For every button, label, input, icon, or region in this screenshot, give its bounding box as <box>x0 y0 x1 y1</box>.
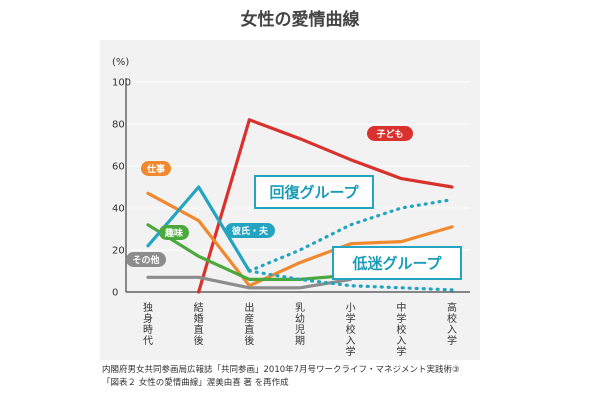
label-2: 趣味 <box>159 225 189 240</box>
label-text: 仕事 <box>146 163 165 175</box>
x-tick-char: 時 <box>143 324 153 336</box>
y-tick-label: 40 <box>112 204 125 215</box>
source-note-line-1: 内閣府男女共同参画局広報誌「共同参画」2010年7月号ワークライフ・マネジメント… <box>102 364 460 375</box>
x-tick-char: 乳 <box>295 301 305 314</box>
x-tick-char: 代 <box>143 335 153 347</box>
y-tick-label: 20 <box>112 246 125 257</box>
series-line-1 <box>146 191 454 288</box>
x-tick-char: 直 <box>244 323 254 336</box>
label-5: 回復グループ <box>254 175 374 209</box>
x-tick-char: 出 <box>244 301 254 314</box>
label-text: 彼氏・夫 <box>232 225 269 237</box>
x-tick-char: 産 <box>244 312 254 325</box>
x-tick-char: 学 <box>396 345 406 358</box>
x-tick-char: 学 <box>346 312 356 325</box>
x-tick-char: 結 <box>194 301 204 314</box>
x-tick-char: 入 <box>447 325 457 336</box>
x-tick-char: 入 <box>346 336 356 347</box>
label-text: 子ども <box>376 128 403 140</box>
y-tick-label: 0 <box>112 288 118 299</box>
x-tick-char: 婚 <box>194 312 204 325</box>
x-tick-char: 高 <box>447 301 457 314</box>
label-0: 子ども <box>367 126 413 141</box>
label-box <box>332 246 462 280</box>
label-text: 回復グループ <box>269 184 359 202</box>
label-pill <box>159 225 189 240</box>
label-box <box>254 175 374 209</box>
x-tick-char: 児 <box>295 324 305 336</box>
chart-title: 女性の愛情曲線 <box>241 9 360 30</box>
series-line-3 <box>146 275 353 290</box>
series-line-0 <box>197 118 454 294</box>
y-unit-label: (%) <box>112 57 129 68</box>
x-tick-char: 幼 <box>295 312 305 325</box>
label-6: 低迷グループ <box>332 246 462 280</box>
x-tick-char: 校 <box>447 312 457 325</box>
x-tick-char: 中 <box>396 301 406 314</box>
x-tick-char: 独 <box>143 301 153 314</box>
label-pill <box>141 161 171 176</box>
x-tick-char: 後 <box>244 334 254 347</box>
series-line-5 <box>247 198 454 273</box>
x-tick-char: 期 <box>295 335 305 347</box>
label-1: 仕事 <box>141 161 171 176</box>
label-4: 彼氏・夫 <box>225 223 275 238</box>
label-pill <box>126 252 166 267</box>
y-tick-label: 60 <box>112 162 125 173</box>
x-tick-char: 学 <box>396 312 406 325</box>
label-text: 趣味 <box>164 227 183 239</box>
x-tick-char: 校 <box>346 323 356 336</box>
label-pill <box>367 126 413 141</box>
x-tick-char: 直 <box>194 323 204 336</box>
y-tick-label: 80 <box>112 120 125 131</box>
x-tick-char: 身 <box>143 312 153 325</box>
series-lines <box>146 118 454 294</box>
x-tick-char: 学 <box>346 345 356 358</box>
series-line-2 <box>146 223 353 281</box>
label-pill <box>225 223 275 238</box>
label-3: その他 <box>126 252 166 267</box>
x-tick-char: 校 <box>396 323 406 336</box>
label-text: 低迷グループ <box>351 255 442 273</box>
source-note-line-2: 「図表２ 女性の愛情曲線」渥美由喜 著 を再作成 <box>102 377 289 388</box>
y-tick-label: 100 <box>112 78 131 89</box>
x-tick-char: 入 <box>396 336 406 347</box>
series-line-6 <box>247 269 454 292</box>
x-tick-char: 後 <box>194 334 204 347</box>
label-text: その他 <box>132 254 159 266</box>
x-tick-char: 学 <box>447 334 457 347</box>
x-tick-char: 小 <box>346 302 356 314</box>
